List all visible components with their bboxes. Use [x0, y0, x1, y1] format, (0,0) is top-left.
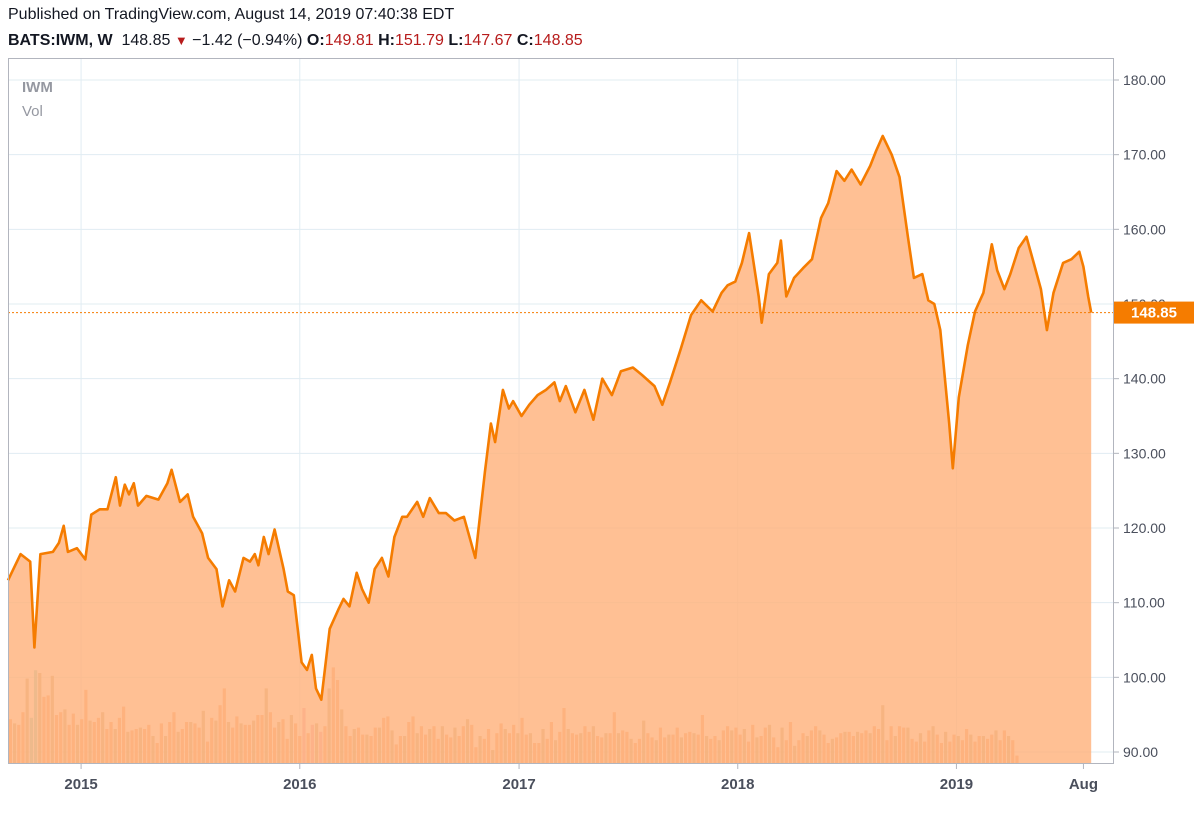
low-label: L: — [448, 32, 464, 49]
y-tick-label: 170.00 — [1123, 147, 1166, 163]
x-tick-label: 2019 — [940, 776, 973, 793]
last-price-badge-bg — [1114, 301, 1194, 324]
low-value: 147.67 — [463, 32, 513, 49]
legend-volume: Vol — [22, 103, 43, 120]
y-tick-label: 180.00 — [1123, 72, 1166, 88]
y-tick-label: 140.00 — [1123, 371, 1166, 387]
y-tick-label: 120.00 — [1123, 520, 1166, 536]
close-label: C: — [516, 32, 534, 49]
x-tick-label: 2016 — [283, 776, 316, 793]
chart-header: Published on TradingView.com, August 14,… — [8, 4, 1188, 56]
legend-ticker: IWM — [22, 79, 53, 96]
close-value: 148.85 — [533, 32, 583, 49]
price-change: −1.42 (−0.94%) — [192, 32, 303, 49]
open-label: O: — [306, 32, 325, 49]
down-arrow-icon: ▼ — [174, 33, 188, 48]
y-tick-label: 160.00 — [1123, 221, 1166, 237]
high-value: 151.79 — [394, 32, 444, 49]
x-tick-label: Aug — [1069, 776, 1098, 793]
y-tick-label: 100.00 — [1123, 669, 1166, 685]
x-tick-label: 2018 — [721, 776, 754, 793]
last-price-badge: 148.85 — [1114, 301, 1194, 324]
last-price-badge-label: 148.85 — [1131, 305, 1177, 322]
symbol-label: BATS:IWM, W — [8, 32, 113, 49]
price-area — [8, 136, 1092, 764]
price-line — [6, 134, 1093, 701]
y-tick-label: 90.00 — [1123, 744, 1158, 760]
plot-border — [8, 58, 1114, 764]
high-label: H: — [378, 32, 395, 49]
price-chart[interactable]: 180.00170.00160.00150.00140.00130.00120.… — [0, 58, 1200, 811]
open-value: 149.81 — [324, 32, 374, 49]
x-tick-label: 2017 — [502, 776, 535, 793]
published-note: Published on TradingView.com, August 14,… — [8, 6, 455, 23]
x-tick-label: 2015 — [64, 776, 97, 793]
y-tick-label: 110.00 — [1123, 595, 1165, 611]
last-price: 148.85 — [121, 32, 171, 49]
quote-line: BATS:IWM, W 148.85 ▼ −1.42 (−0.94%) O:14… — [8, 32, 583, 50]
y-tick-label: 130.00 — [1123, 445, 1166, 461]
chart-area[interactable]: 180.00170.00160.00150.00140.00130.00120.… — [0, 58, 1200, 811]
